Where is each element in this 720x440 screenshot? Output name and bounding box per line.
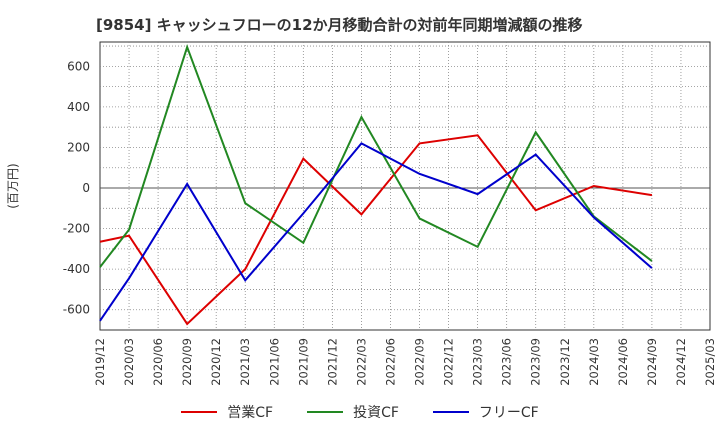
legend-swatch bbox=[307, 411, 344, 413]
x-tick-label: 2022/12 bbox=[442, 338, 456, 386]
plot-area bbox=[99, 41, 711, 331]
x-tick-label: 2024/06 bbox=[616, 338, 630, 386]
x-tick-label: 2022/03 bbox=[354, 338, 368, 386]
x-tick-label: 2025/03 bbox=[703, 338, 717, 386]
y-axis-label: (百万円) bbox=[6, 163, 20, 208]
legend-label: 営業CF bbox=[227, 405, 274, 421]
x-tick-label: 2020/12 bbox=[209, 338, 223, 386]
x-tick-label: 2021/09 bbox=[296, 338, 310, 386]
legend-label: 投資CF bbox=[353, 405, 399, 421]
x-tick-label: 2022/06 bbox=[383, 338, 397, 386]
x-tick-label: 2020/06 bbox=[151, 338, 165, 386]
x-tick-label: 2024/12 bbox=[674, 338, 688, 386]
chart-title: [9854] キャッシュフローの12か月移動合計の対前年同期増減額の推移 bbox=[96, 16, 583, 34]
y-tick-label: 400 bbox=[67, 100, 90, 114]
x-tick-label: 2020/03 bbox=[122, 338, 136, 386]
y-tick-label: -600 bbox=[63, 303, 90, 317]
legend-swatch bbox=[181, 411, 218, 413]
x-tick-label: 2023/03 bbox=[471, 338, 485, 386]
legend-swatch bbox=[432, 411, 469, 413]
x-tick-label: 2023/09 bbox=[529, 338, 543, 386]
y-tick-label: 0 bbox=[82, 181, 90, 195]
legend-item-3: フリーCF bbox=[432, 402, 539, 422]
x-tick-label: 2020/09 bbox=[180, 338, 194, 386]
legend-label: フリーCF bbox=[478, 405, 539, 421]
x-tick-label: 2024/03 bbox=[587, 338, 601, 386]
y-tick-label: -200 bbox=[63, 222, 90, 236]
legend-item-2: 投資CF bbox=[307, 402, 399, 422]
x-tick-label: 2021/12 bbox=[325, 338, 339, 386]
y-tick-label: -400 bbox=[63, 262, 90, 276]
chart-legend: 営業CF 投資CF フリーCF bbox=[0, 402, 720, 422]
x-tick-label: 2023/06 bbox=[500, 338, 514, 386]
x-tick-label: 2022/09 bbox=[413, 338, 427, 386]
y-tick-label: 600 bbox=[67, 59, 90, 73]
x-tick-label: 2021/03 bbox=[238, 338, 252, 386]
x-tick-label: 2021/06 bbox=[267, 338, 281, 386]
legend-item-1: 営業CF bbox=[181, 402, 273, 422]
x-tick-label: 2024/09 bbox=[645, 338, 659, 386]
x-tick-label: 2023/12 bbox=[558, 338, 572, 386]
y-tick-label: 200 bbox=[67, 140, 90, 154]
x-tick-label: 2019/12 bbox=[93, 338, 107, 386]
